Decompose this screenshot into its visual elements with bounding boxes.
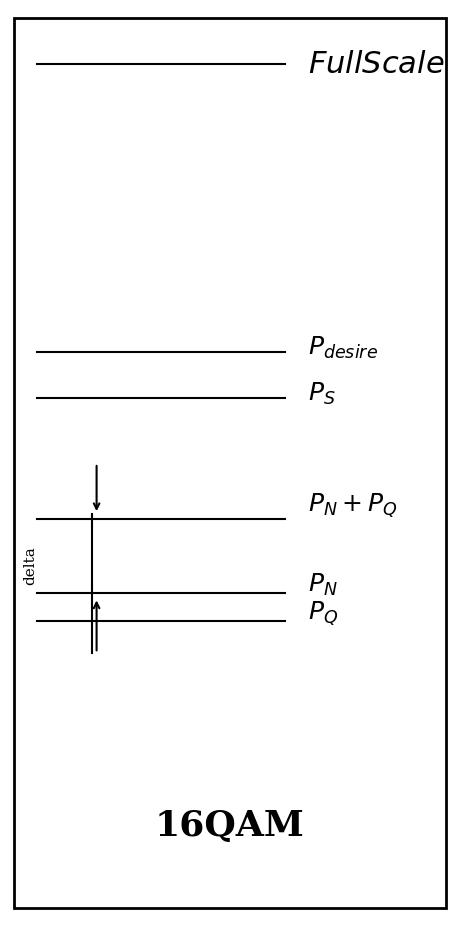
Text: 16QAM: 16QAM (155, 808, 305, 842)
Text: $P_{Q}$: $P_{Q}$ (308, 600, 338, 628)
Text: $P_{S}$: $P_{S}$ (308, 381, 336, 407)
Text: $P_{desire}$: $P_{desire}$ (308, 335, 378, 361)
Text: $P_{N}$: $P_{N}$ (308, 571, 338, 597)
Text: $P_{N} + P_{Q}$: $P_{N} + P_{Q}$ (308, 491, 398, 519)
Text: delta: delta (23, 546, 37, 585)
Text: $\mathit{FullScale}$: $\mathit{FullScale}$ (308, 49, 445, 81)
